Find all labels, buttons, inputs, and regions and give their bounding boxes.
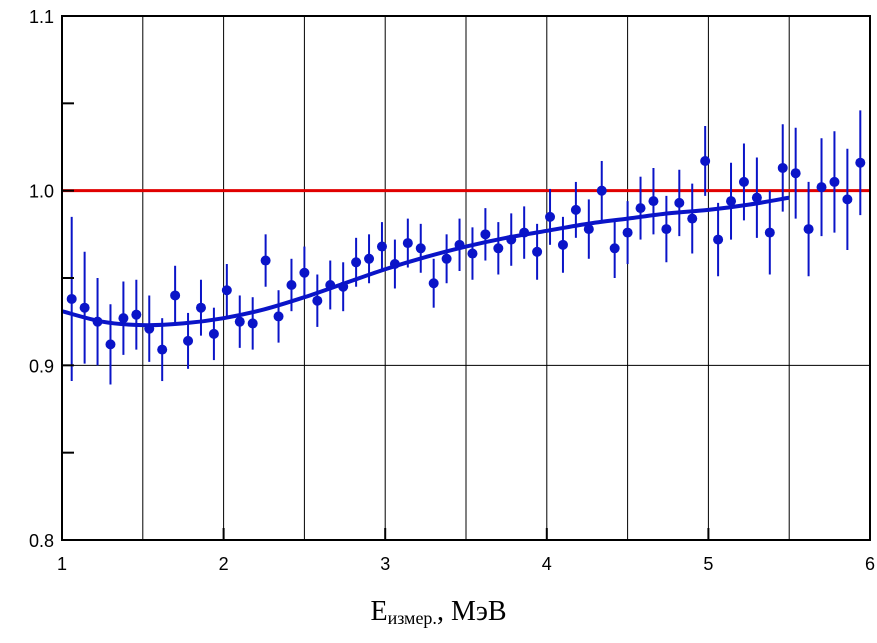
data-point — [247, 318, 258, 329]
data-point — [299, 267, 310, 278]
data-point — [338, 281, 349, 292]
y-tick-label: 1.0 — [29, 182, 54, 202]
data-point — [389, 259, 400, 270]
x-tick-label: 4 — [542, 554, 552, 574]
x-tick-label: 5 — [703, 554, 713, 574]
data-point — [790, 168, 801, 179]
data-point — [557, 239, 568, 250]
x-axis-label-subscript: измер. — [387, 608, 437, 628]
x-tick-labels: 1 2 3 4 5 6 — [57, 554, 875, 574]
data-point — [493, 243, 504, 254]
data-point — [622, 227, 633, 238]
y-tick-label: 0.9 — [29, 356, 54, 376]
data-point — [803, 224, 814, 235]
data-point — [92, 316, 103, 327]
data-point — [764, 227, 775, 238]
data-point — [519, 227, 530, 238]
data-point — [726, 196, 737, 207]
data-point — [325, 279, 336, 290]
data-point — [545, 211, 556, 222]
y-tick-label: 1.1 — [29, 7, 54, 27]
data-point — [208, 328, 219, 339]
data-point — [79, 302, 90, 313]
x-tick-label: 3 — [380, 554, 390, 574]
x-tick-label: 2 — [219, 554, 229, 574]
data-point — [751, 192, 762, 203]
data-point — [816, 182, 827, 193]
data-point — [273, 311, 284, 322]
data-point — [467, 248, 478, 259]
data-point — [829, 176, 840, 187]
data-point — [700, 155, 711, 166]
x-axis-label-main: E — [370, 596, 388, 627]
data-point — [713, 234, 724, 245]
data-point — [777, 162, 788, 173]
data-point — [583, 224, 594, 235]
data-point — [532, 246, 543, 257]
data-points — [66, 110, 866, 385]
data-point — [506, 234, 517, 245]
data-point — [609, 243, 620, 254]
data-point — [570, 204, 581, 215]
data-point — [105, 339, 116, 350]
data-point — [635, 203, 646, 214]
data-point — [234, 316, 245, 327]
data-point — [376, 241, 387, 252]
axis-ticks — [61, 15, 871, 541]
y-tick-label: 0.8 — [29, 531, 54, 551]
x-tick-label: 6 — [865, 554, 875, 574]
data-point — [312, 295, 323, 306]
data-point — [661, 224, 672, 235]
y-tick-labels: 0.8 0.9 1.0 1.1 — [29, 7, 54, 551]
data-point — [260, 255, 271, 266]
data-point — [687, 213, 698, 224]
data-point — [364, 253, 375, 264]
grid — [62, 16, 870, 540]
data-point — [648, 196, 659, 207]
data-point — [415, 243, 426, 254]
data-point — [674, 197, 685, 208]
data-point — [351, 257, 362, 268]
data-point — [855, 157, 866, 168]
data-point — [221, 285, 232, 296]
x-tick-label: 1 — [57, 554, 67, 574]
data-point — [402, 238, 413, 249]
data-point — [738, 176, 749, 187]
data-point — [144, 323, 155, 334]
data-point — [286, 279, 297, 290]
data-point — [842, 194, 853, 205]
fit-curve — [61, 195, 790, 328]
data-point — [170, 290, 181, 301]
data-point — [118, 313, 129, 324]
data-point — [66, 293, 77, 304]
data-point — [195, 302, 206, 313]
data-point — [480, 229, 491, 240]
data-point — [596, 185, 607, 196]
data-point — [157, 344, 168, 355]
x-axis-label: Eизмер., МэВ — [0, 596, 877, 629]
data-point — [454, 239, 465, 250]
x-axis-label-suffix: , МэВ — [436, 596, 507, 627]
data-point — [131, 309, 142, 320]
data-point — [183, 335, 194, 346]
data-point — [428, 278, 439, 289]
data-point — [441, 253, 452, 264]
